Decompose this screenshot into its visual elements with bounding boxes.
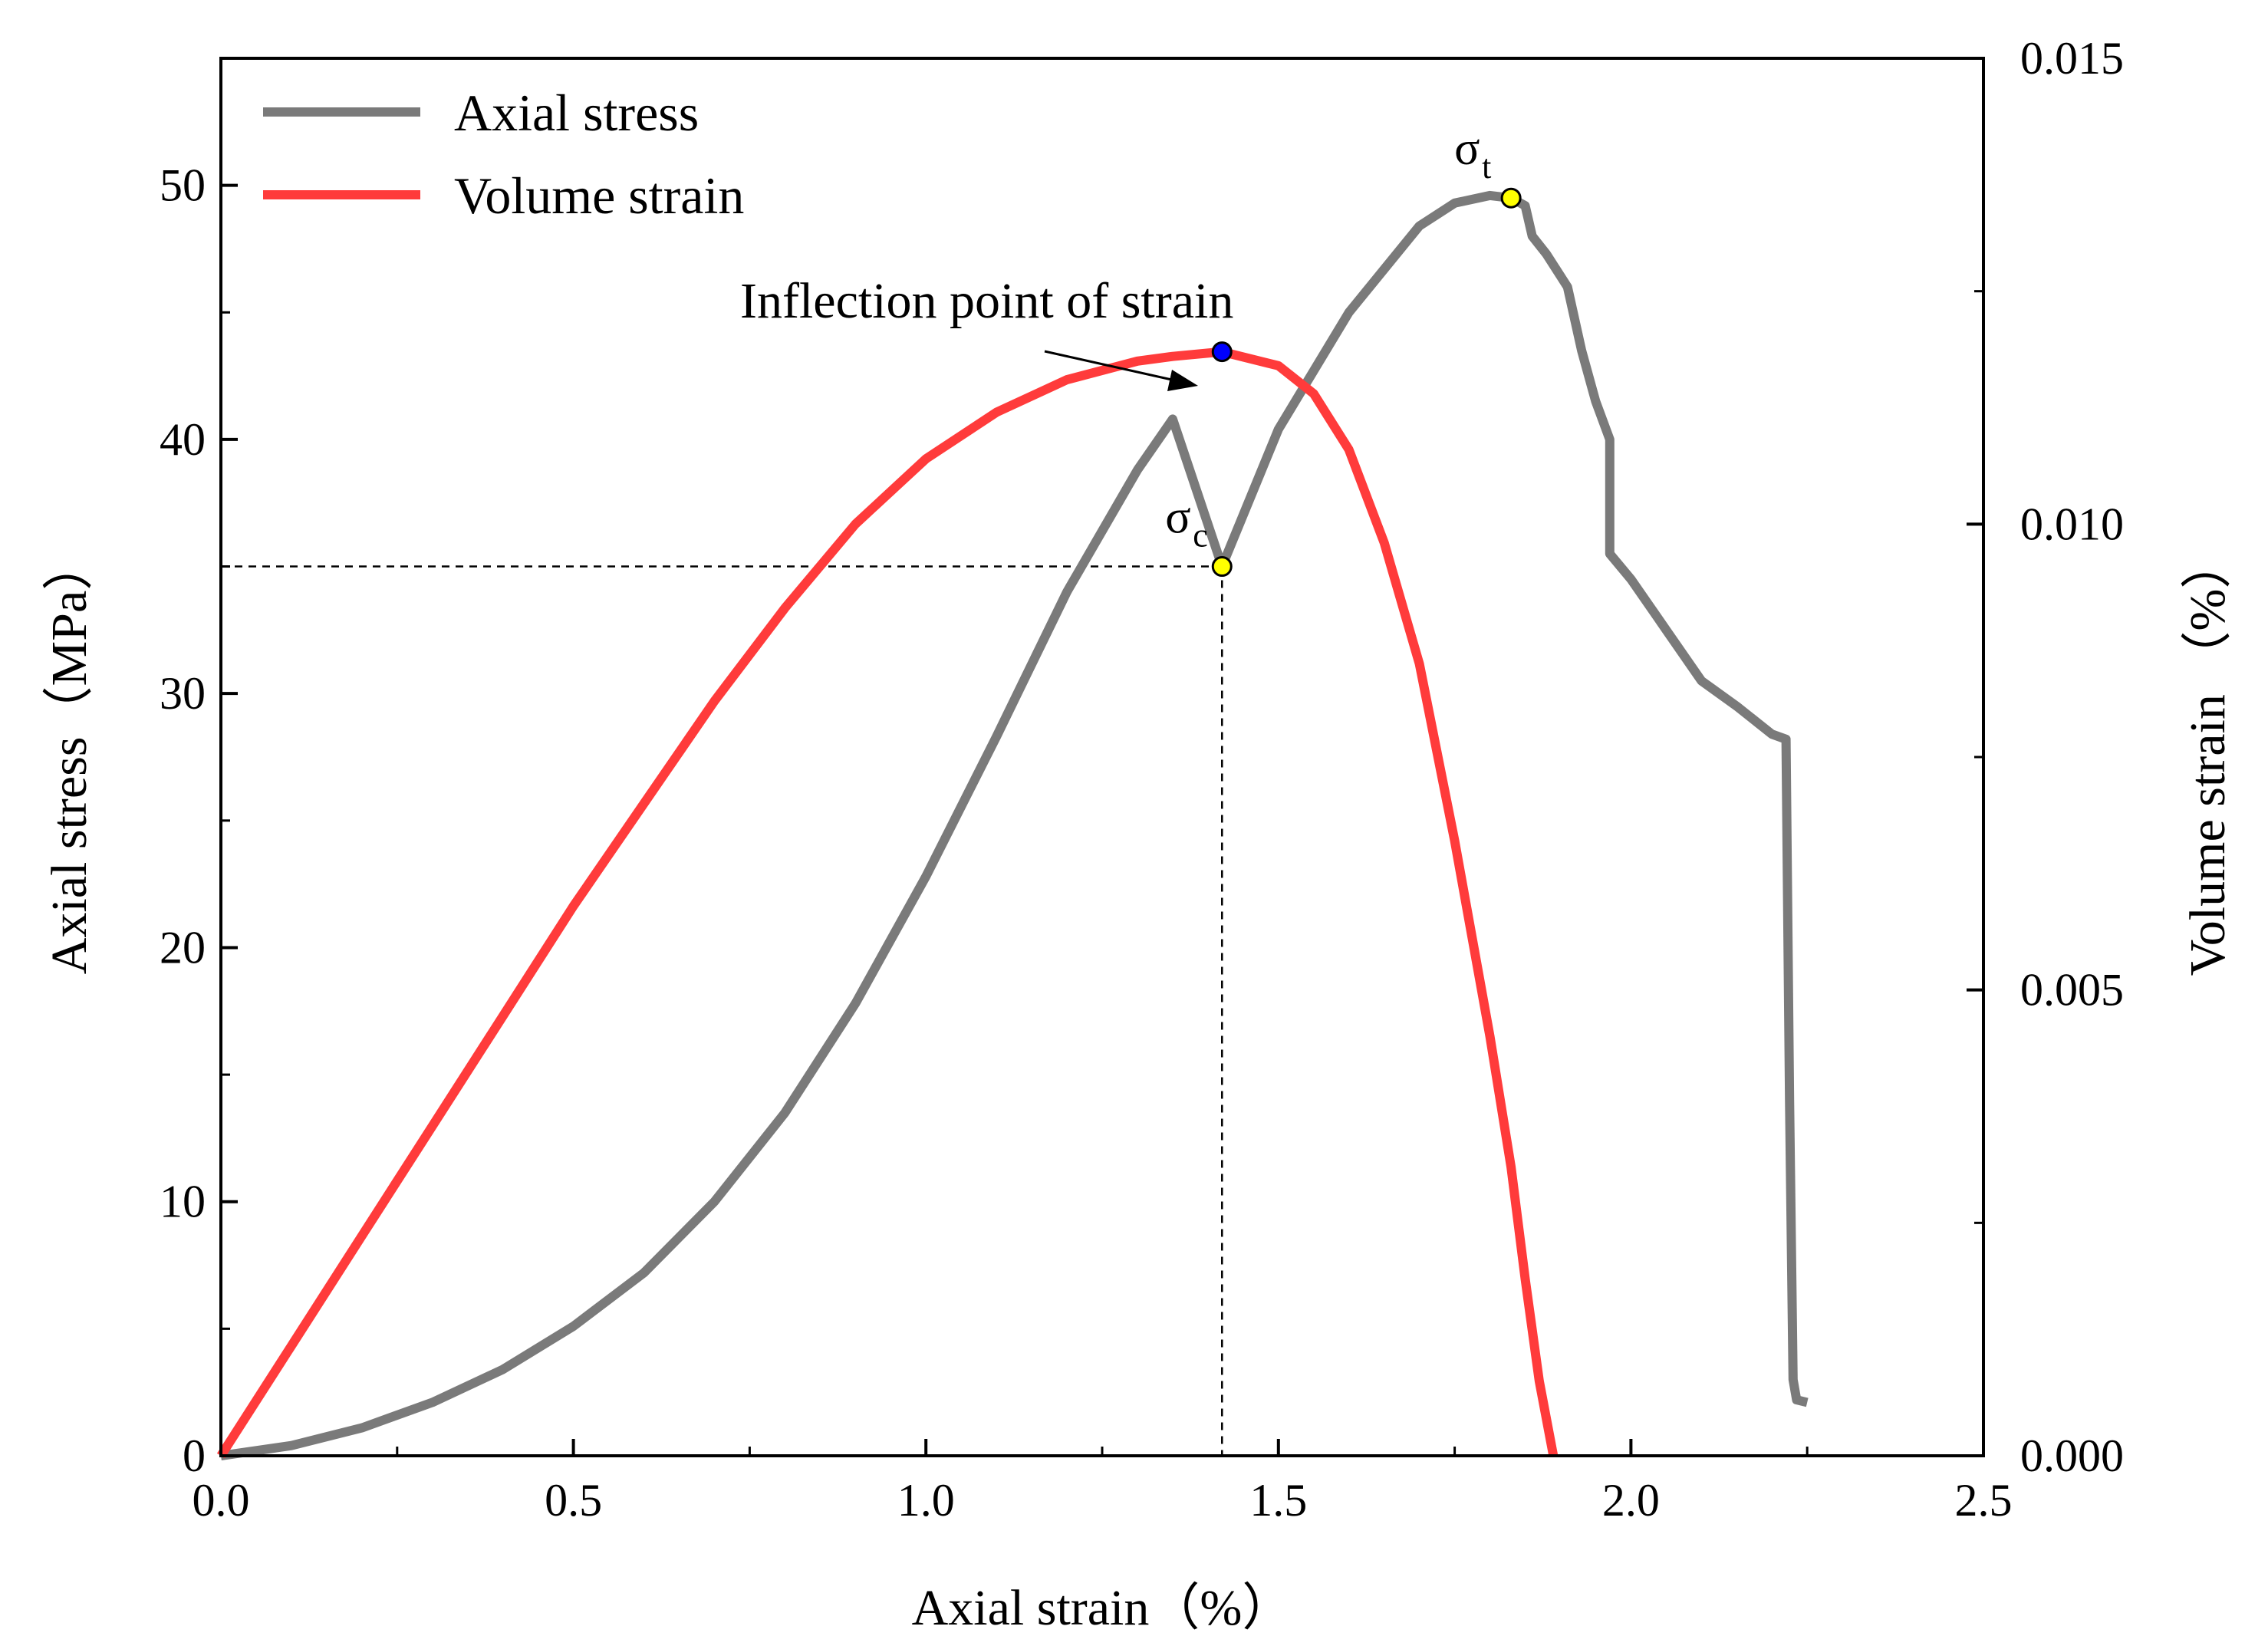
series-layer <box>216 190 1809 1460</box>
y-tick-label: 40 <box>160 414 206 465</box>
y2-ticks: 0.000 0.005 0.010 0.015 <box>1967 33 2124 1481</box>
y-tick-label: 0 <box>183 1430 206 1481</box>
point-label-σt: σ <box>1454 123 1480 175</box>
series-line-volume-strain <box>216 347 1559 1459</box>
point-label-sub-σt: t <box>1482 148 1491 186</box>
legend: Axial stress Volume strain <box>263 84 744 225</box>
x-tick-label: 1.0 <box>897 1475 955 1526</box>
x-tick-label: 0.5 <box>545 1475 602 1526</box>
y2-tick-label: 0.010 <box>2020 499 2124 549</box>
legend-label-axial-stress: Axial stress <box>454 84 699 142</box>
x-ticks: 0.0 0.5 1.0 1.5 2.0 2.5 <box>193 1439 2013 1526</box>
y2-tick-label: 0.015 <box>2020 33 2124 84</box>
legend-label-volume-strain: Volume strain <box>454 166 744 225</box>
annotation-text: Inflection point of strain <box>740 273 1233 329</box>
y-tick-label: 30 <box>160 668 206 719</box>
point-label-sub-σc: c <box>1193 517 1208 555</box>
y-tick-label: 50 <box>160 160 206 211</box>
x-tick-label: 2.0 <box>1602 1475 1660 1526</box>
guide-lines <box>221 565 1223 1456</box>
y-tick-label: 10 <box>160 1177 206 1227</box>
y-axis-title: Axial stress（MPa） <box>41 540 97 974</box>
annotation-arrow-line <box>1044 350 1176 382</box>
point-marker-σt <box>1500 187 1522 209</box>
x-tick-label: 0.0 <box>193 1475 250 1526</box>
series-line-axial-stress <box>220 190 1809 1460</box>
y-tick-label: 20 <box>160 922 206 973</box>
y2-tick-label: 0.005 <box>2020 965 2124 1016</box>
x-axis-title: Axial strain（%） <box>912 1580 1293 1636</box>
markers: σ cσ t <box>1165 123 1522 578</box>
point-marker-σc <box>1211 556 1233 578</box>
annotation-arrowhead <box>1167 370 1198 391</box>
y2-axis-title: Volume strain （%） <box>2180 538 2236 976</box>
x-tick-label: 2.5 <box>1955 1475 2013 1526</box>
point-label-σc: σ <box>1165 492 1190 544</box>
inflection-annotation: Inflection point of strain <box>740 273 1233 391</box>
x-tick-label: 1.5 <box>1249 1475 1307 1526</box>
point-marker-inflection <box>1211 341 1233 363</box>
y2-tick-label: 0.000 <box>2020 1430 2124 1481</box>
y-ticks: 0 10 20 30 40 50 <box>160 57 238 1481</box>
